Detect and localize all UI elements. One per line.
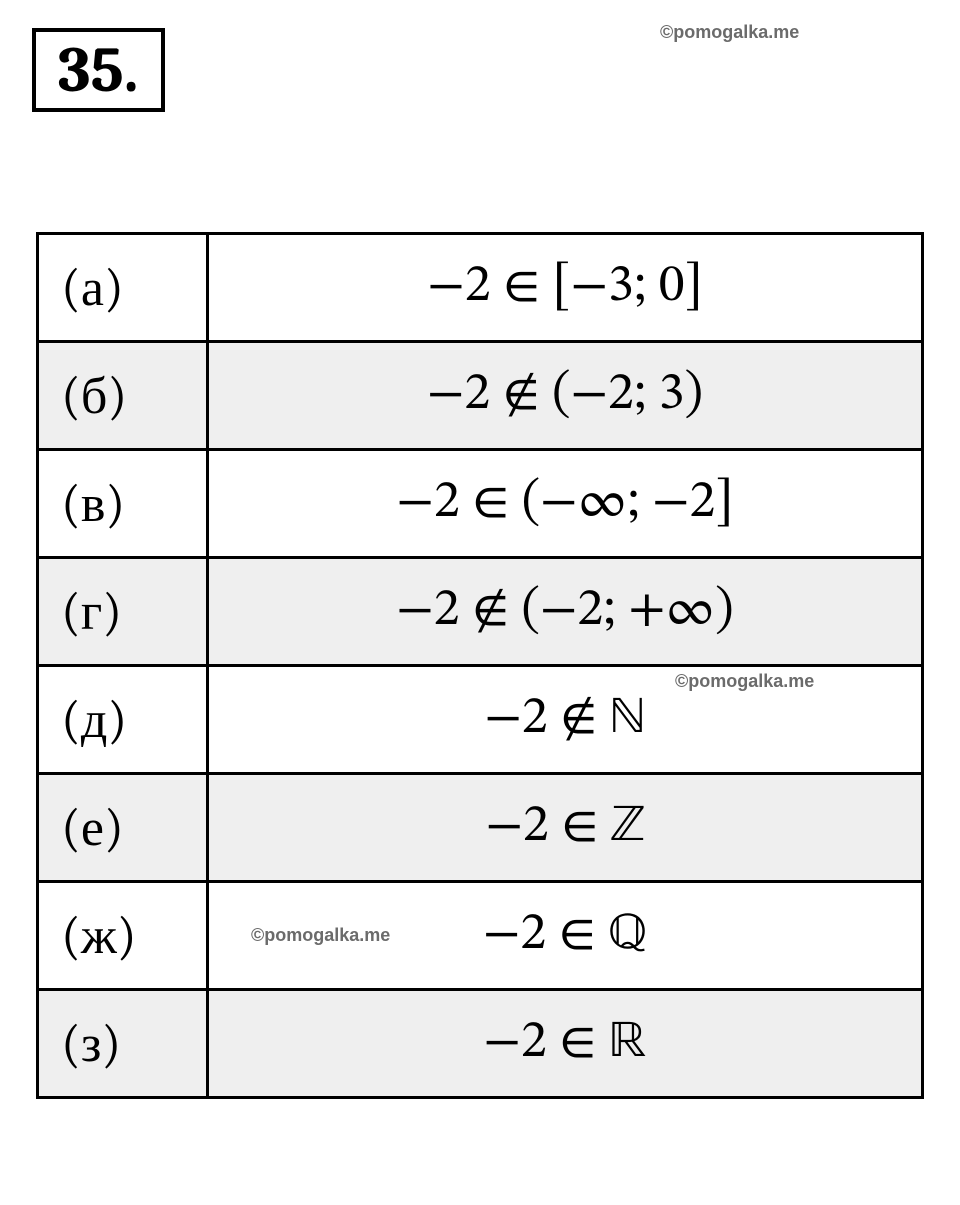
row-label: (в) [38, 450, 208, 558]
table-row: (ж) ©pomogalka.me −2 ∈ ℚ [38, 882, 923, 990]
row-label: (ж) [38, 882, 208, 990]
table-row: (д) ©pomogalka.me −2 ∉ ℕ [38, 666, 923, 774]
row-expression: ©pomogalka.me −2 ∉ ℕ [208, 666, 923, 774]
row-expression: −2 ∈ (−∞; −2] [208, 450, 923, 558]
table-row: (б) −2 ∉ (−2; 3) [38, 342, 923, 450]
table-row: (а) −2 ∈ [−3; 0] [38, 234, 923, 342]
row-label: (е) [38, 774, 208, 882]
row-label: (з) [38, 990, 208, 1098]
row-expression: −2 ∈ ℝ [208, 990, 923, 1098]
table-row: (з) −2 ∈ ℝ [38, 990, 923, 1098]
row-expression: −2 ∉ (−2; +∞) [208, 558, 923, 666]
row-label: (д) [38, 666, 208, 774]
row-expression: −2 ∉ (−2; 3) [208, 342, 923, 450]
table-row: (в) −2 ∈ (−∞; −2] [38, 450, 923, 558]
row-expression: −2 ∈ [−3; 0] [208, 234, 923, 342]
table-row: (е) −2 ∈ ℤ [38, 774, 923, 882]
row-expression-text: −2 ∉ ℕ [484, 693, 645, 745]
watermark-inline: ©pomogalka.me [251, 925, 390, 946]
math-table: (а) −2 ∈ [−3; 0] (б) −2 ∉ (−2; 3) (в) −2… [36, 232, 924, 1099]
row-expression: −2 ∈ ℤ [208, 774, 923, 882]
problem-number-box: 35. [32, 28, 165, 112]
row-expression: ©pomogalka.me −2 ∈ ℚ [208, 882, 923, 990]
watermark-inline: ©pomogalka.me [675, 671, 814, 692]
table-row: (г) −2 ∉ (−2; +∞) [38, 558, 923, 666]
watermark-top: ©pomogalka.me [660, 22, 799, 43]
row-label: (б) [38, 342, 208, 450]
page-root: ©pomogalka.me 35. (а) −2 ∈ [−3; 0] (б) −… [0, 0, 960, 1205]
row-label: (а) [38, 234, 208, 342]
row-label: (г) [38, 558, 208, 666]
row-expression-text: −2 ∈ ℚ [483, 909, 647, 961]
problem-number: 35. [58, 33, 139, 107]
